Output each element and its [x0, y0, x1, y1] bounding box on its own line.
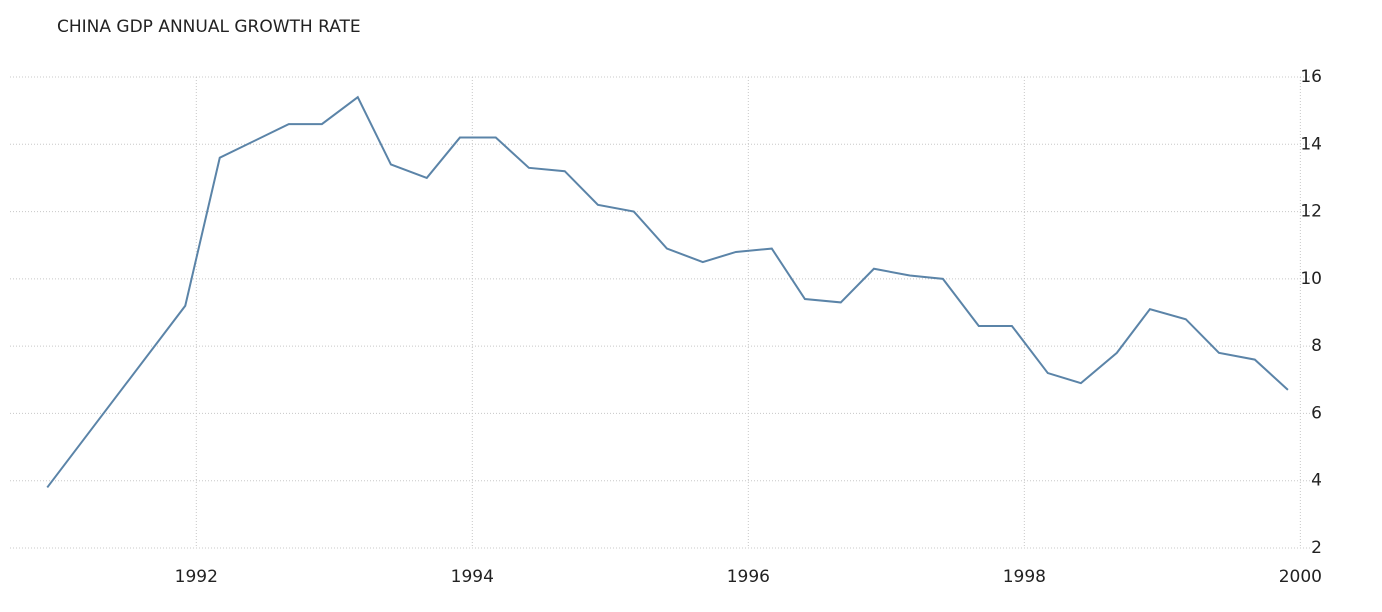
y-tick-label: 2	[1311, 538, 1322, 558]
x-tick-label: 1996	[727, 567, 770, 587]
x-tick-label: 2000	[1279, 567, 1322, 587]
data-line	[46, 95, 1289, 489]
x-tick-label: 1992	[175, 567, 218, 587]
y-tick-label: 4	[1311, 471, 1322, 491]
y-tick-label: 10	[1300, 269, 1322, 289]
y-tick-label: 12	[1300, 202, 1322, 222]
y-tick-label: 8	[1311, 336, 1322, 356]
x-tick-label: 1998	[1003, 567, 1046, 587]
y-tick-label: 16	[1300, 67, 1322, 87]
chart-title: CHINA GDP ANNUAL GROWTH RATE	[57, 17, 361, 37]
y-tick-label: 6	[1311, 403, 1322, 423]
y-tick-label: 14	[1300, 134, 1322, 154]
x-tick-label: 1994	[451, 567, 494, 587]
